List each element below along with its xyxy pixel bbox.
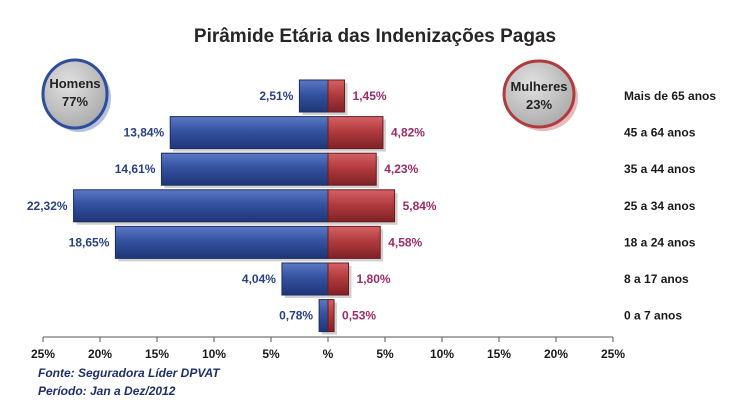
men-bar-row-1	[298, 79, 329, 113]
period-note: Período: Jan a Dez/2012	[38, 384, 176, 398]
women-total-badge: Mulheres 23%	[502, 59, 578, 131]
age-group-label-row-5: 18 a 24 anos	[624, 235, 696, 249]
men-badge-percent: 77%	[62, 94, 88, 109]
men-bar-row-2	[169, 116, 329, 150]
men-value-label-row-1: 2,51%	[259, 89, 293, 103]
men-value-label-row-5: 18,65%	[69, 235, 110, 249]
women-badge-percent: 23%	[526, 97, 552, 112]
x-tick-label: 25%	[601, 347, 625, 361]
women-value-label-row-3: 4,23%	[384, 162, 418, 176]
x-tick-label: 15%	[487, 347, 511, 361]
bars-layer: 2,51% 1,45% 13,84% 4,82% 14,61% 4,23% 22,32% 5,…	[27, 79, 437, 335]
x-tick-label: 10%	[430, 347, 454, 361]
age-group-label-row-1: Mais de 65 anos	[624, 89, 716, 103]
men-badge-name: Homens	[49, 76, 100, 91]
women-bar-row-5	[327, 225, 381, 259]
age-group-label-row-7: 0 a 7 anos	[624, 309, 682, 323]
women-bar-row-3	[327, 152, 377, 186]
chart-title: Pirâmide Etária das Indenizações Pagas	[194, 26, 556, 47]
women-value-label-row-7: 0,53%	[342, 309, 376, 323]
age-group-labels: Mais de 65 anos 45 a 64 anos 35 a 44 anos 2…	[624, 89, 716, 323]
men-value-label-row-7: 0,78%	[279, 309, 313, 323]
x-axis: 25% 20% 15% 10% 5%% 5% 10% 15% 20% 25%	[31, 336, 625, 361]
men-bar-row-7	[318, 299, 329, 333]
men-bar-row-3	[160, 152, 329, 186]
women-value-label-row-4: 5,84%	[403, 199, 437, 213]
men-bar-row-6	[281, 262, 329, 296]
x-tick-label: %	[323, 347, 334, 361]
women-bar-row-7	[327, 299, 335, 333]
men-value-label-row-4: 22,32%	[27, 199, 68, 213]
women-value-label-row-1: 1,45%	[353, 89, 387, 103]
x-tick-label: 5%	[262, 347, 280, 361]
age-group-label-row-4: 25 a 34 anos	[624, 199, 696, 213]
source-note: Fonte: Seguradora Líder DPVAT	[38, 366, 221, 380]
x-tick-label: 20%	[544, 347, 568, 361]
x-tick-label: 20%	[88, 347, 112, 361]
age-group-label-row-3: 35 a 44 anos	[624, 162, 696, 176]
men-value-label-row-3: 14,61%	[115, 162, 156, 176]
x-tick-label: 25%	[31, 347, 55, 361]
men-value-label-row-2: 13,84%	[124, 126, 165, 140]
women-value-label-row-2: 4,82%	[391, 126, 425, 140]
x-tick-label: 5%	[376, 347, 394, 361]
men-total-badge: Homens 77%	[41, 58, 111, 132]
women-bar-row-1	[327, 79, 346, 113]
women-bar-row-4	[327, 189, 396, 223]
x-tick-label: 10%	[202, 347, 226, 361]
age-group-label-row-2: 45 a 64 anos	[624, 126, 696, 140]
women-bar-row-6	[327, 262, 350, 296]
age-group-label-row-6: 8 a 17 anos	[624, 272, 689, 286]
women-value-label-row-6: 1,80%	[357, 272, 391, 286]
women-bar-row-2	[327, 116, 384, 150]
men-value-label-row-6: 4,04%	[242, 272, 276, 286]
men-bar-row-5	[114, 225, 329, 259]
women-value-label-row-5: 4,58%	[388, 235, 422, 249]
x-tick-label: 15%	[145, 347, 169, 361]
women-badge-name: Mulheres	[510, 79, 567, 94]
men-bar-row-4	[73, 189, 329, 223]
